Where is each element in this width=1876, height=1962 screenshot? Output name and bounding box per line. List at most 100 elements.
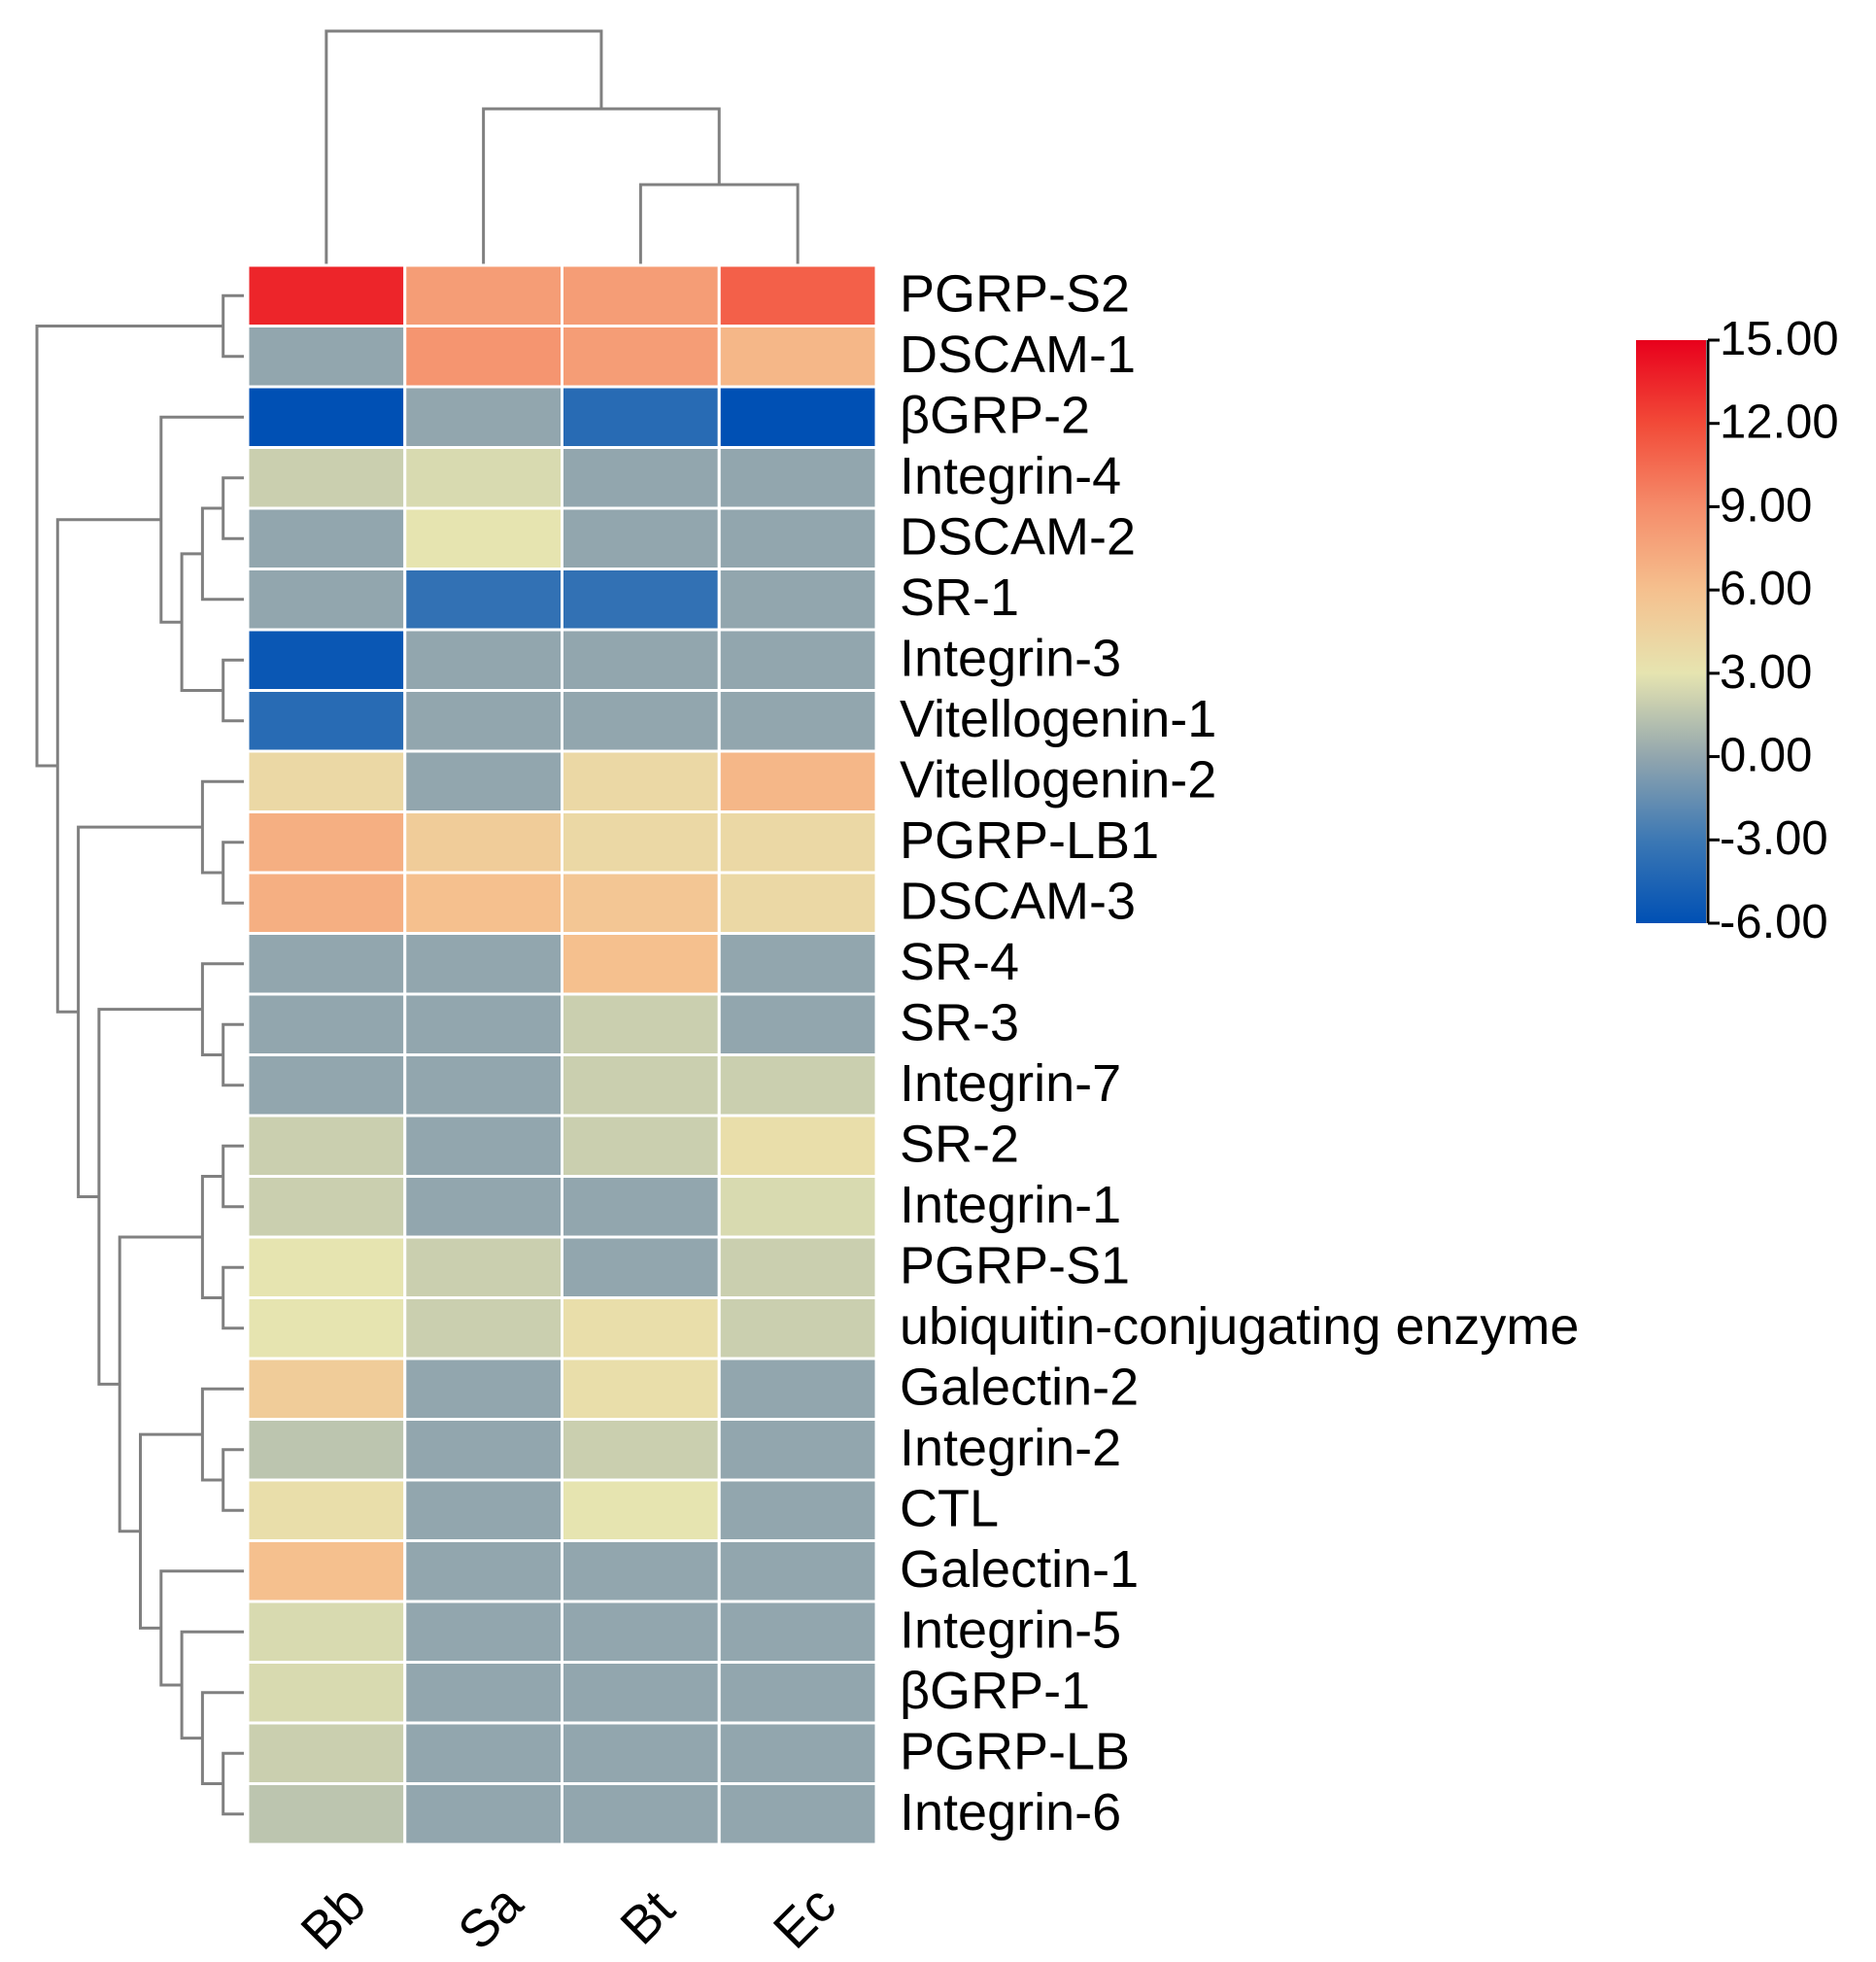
colorbar-tick-label: -6.00 xyxy=(1720,896,1828,948)
row-label: Vitellogenin-2 xyxy=(900,751,1216,809)
heatmap-cell xyxy=(403,446,563,510)
heatmap-cell xyxy=(403,385,563,449)
dendrogram-branch xyxy=(222,1448,244,1512)
colorbar-tick-label: 3.00 xyxy=(1720,646,1812,699)
row-label: βGRP-2 xyxy=(900,387,1090,445)
heatmap-cell xyxy=(561,1600,721,1664)
heatmap-cell xyxy=(246,1721,407,1785)
dendrogram-branch xyxy=(324,29,603,265)
dendrogram-branch xyxy=(222,658,244,723)
row-label: Vitellogenin-1 xyxy=(900,690,1216,748)
heatmap-cell xyxy=(717,1175,878,1239)
heatmap-cell xyxy=(246,1175,407,1239)
heatmap-cell xyxy=(561,1478,721,1542)
heatmap-cell xyxy=(403,1053,563,1118)
row-label: CTL xyxy=(900,1480,999,1538)
heatmap-cell xyxy=(717,263,878,327)
dendrogram-branch xyxy=(222,293,244,359)
heatmap-cell xyxy=(717,749,878,813)
heatmap-cell xyxy=(717,1053,878,1118)
heatmap-cell xyxy=(403,871,563,935)
heatmap-cell xyxy=(403,1235,563,1299)
heatmap-cell xyxy=(403,1357,563,1421)
heatmap-cell xyxy=(246,810,407,875)
heatmap-cell xyxy=(246,1296,407,1360)
row-label: PGRP-S2 xyxy=(900,265,1130,324)
row-label: PGRP-LB xyxy=(900,1723,1130,1781)
row-label: DSCAM-1 xyxy=(900,326,1136,384)
heatmap-cell xyxy=(403,1782,563,1846)
column-label: Bb xyxy=(290,1875,377,1961)
row-label: Galectin-1 xyxy=(900,1540,1139,1599)
column-label: Sa xyxy=(447,1874,534,1961)
row-label: SR-3 xyxy=(900,994,1019,1052)
heatmap-cell xyxy=(717,628,878,692)
row-label: PGRP-S1 xyxy=(900,1237,1130,1295)
row-label: SR-4 xyxy=(900,933,1019,991)
heatmap-cell xyxy=(246,1418,407,1482)
heatmap-cell xyxy=(717,689,878,753)
heatmap-cell xyxy=(246,1782,407,1846)
heatmap-cell xyxy=(717,1114,878,1178)
heatmap-cell xyxy=(717,1661,878,1725)
heatmap-cell xyxy=(561,1721,721,1785)
heatmap-cell xyxy=(246,325,407,389)
heatmap-cell xyxy=(717,992,878,1056)
heatmap-cell xyxy=(246,385,407,449)
heatmap-cell xyxy=(717,810,878,875)
row-label: PGRP-LB1 xyxy=(900,811,1159,870)
heatmap-cell xyxy=(246,1478,407,1542)
heatmap-cell xyxy=(561,1661,721,1725)
heatmap-cell xyxy=(246,1114,407,1178)
colorbar-tick-label: 0.00 xyxy=(1720,730,1812,782)
row-label: βGRP-1 xyxy=(900,1662,1090,1720)
heatmap-cell xyxy=(403,1296,563,1360)
heatmap-cell xyxy=(403,810,563,875)
heatmap-cell xyxy=(561,628,721,692)
row-label: SR-2 xyxy=(900,1116,1019,1174)
row-label: Integrin-1 xyxy=(900,1176,1121,1234)
column-labels: Bb Sa Bt Ec xyxy=(290,1874,847,1961)
colorbar-gradient xyxy=(1636,340,1706,923)
heatmap-cell xyxy=(561,1235,721,1299)
heatmap-cell xyxy=(246,568,407,632)
heatmap-cell xyxy=(561,1175,721,1239)
colorbar-tick-label: 15.00 xyxy=(1720,313,1839,365)
colorbar: 15.00 12.00 9.00 6.00 3.00 0.00 -3.00 -6.00 xyxy=(1636,313,1839,948)
heatmap-cell xyxy=(246,1661,407,1725)
row-label: Integrin-5 xyxy=(900,1601,1121,1660)
dendrogram-branch xyxy=(118,1235,203,1533)
dendrogram-branch xyxy=(180,1630,244,1740)
heatmap-cell xyxy=(403,932,563,996)
heatmap-cell xyxy=(561,932,721,996)
heatmap-cell xyxy=(403,1661,563,1725)
heatmap-cell xyxy=(403,1478,563,1542)
heatmap-cell xyxy=(246,1600,407,1664)
heatmap-cell xyxy=(717,1600,878,1664)
heatmap-cell xyxy=(246,263,407,327)
heatmap-cell xyxy=(403,628,563,692)
heatmap-cell xyxy=(403,1539,563,1603)
colorbar-tick-label: 6.00 xyxy=(1720,563,1812,615)
row-label: SR-1 xyxy=(900,568,1019,627)
heatmap-cell xyxy=(561,1418,721,1482)
dendrogram-branch xyxy=(482,107,721,265)
heatmap-cell xyxy=(561,1357,721,1421)
heatmap-cell xyxy=(717,871,878,935)
heatmap-cell xyxy=(246,1539,407,1603)
dendrogram-branch xyxy=(222,841,244,905)
dendrogram-branch xyxy=(222,1265,244,1330)
dendrogram-branch xyxy=(222,1144,244,1209)
heatmap-cell xyxy=(717,1539,878,1603)
heatmap-cell xyxy=(403,689,563,753)
heatmap-cell xyxy=(403,325,563,389)
heatmap-cell xyxy=(561,385,721,449)
heatmap-cell xyxy=(717,446,878,510)
row-label: Integrin-6 xyxy=(900,1783,1121,1842)
dendrogram-branch xyxy=(222,476,244,540)
dendrogram-branch xyxy=(222,1022,244,1087)
row-label: Integrin-3 xyxy=(900,630,1121,688)
dendrogram-branch xyxy=(35,325,223,768)
heatmap-cell xyxy=(717,1296,878,1360)
